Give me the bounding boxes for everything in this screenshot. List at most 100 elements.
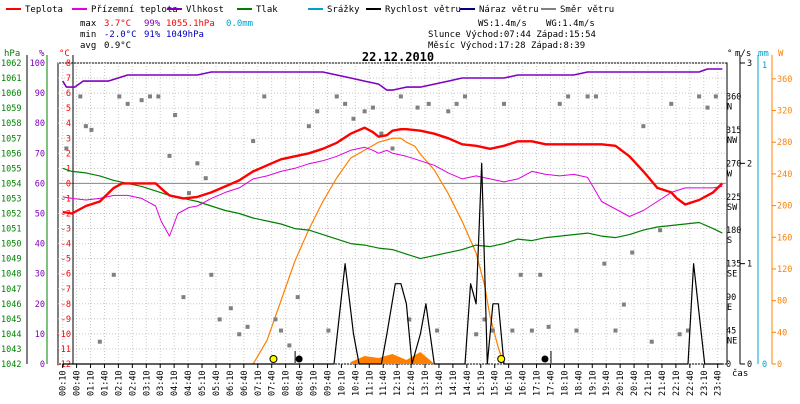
x-tick: 17:40 xyxy=(546,370,556,396)
wind-direction-point xyxy=(390,146,395,151)
stat-ws: WS:1.4m/s xyxy=(478,19,527,29)
legend-label: Rychlost větru xyxy=(385,5,461,15)
direction-tick: 90 xyxy=(726,293,736,303)
stat-sun: Slunce Východ:07:44 Západ:15:54 xyxy=(428,30,596,40)
humidity-tick: 60 xyxy=(35,179,45,189)
wind-direction-point xyxy=(713,94,718,99)
wind-direction-point xyxy=(685,328,690,333)
temperature-tick: 8 xyxy=(66,59,71,69)
rain-tick: 1 xyxy=(762,61,767,71)
wind-direction-point xyxy=(334,94,339,99)
humidity-tick: 90 xyxy=(35,89,45,99)
wind-direction-point xyxy=(705,105,710,110)
solar-tick: 0 xyxy=(777,360,782,370)
rain-tick: 0 xyxy=(762,360,767,370)
direction-tick-label: W xyxy=(727,169,733,179)
wind-direction-point xyxy=(502,101,506,106)
temperature-tick: -12 xyxy=(56,360,71,370)
direction-tick: 0 xyxy=(726,360,731,370)
stat-min-hum: 91% xyxy=(144,30,161,40)
wind-speed-tick: 0 xyxy=(747,360,752,370)
wind-direction-point xyxy=(677,332,682,337)
wind-direction-point xyxy=(181,295,186,300)
legend-item: Srážky xyxy=(308,5,360,15)
solar-tick: 160 xyxy=(777,233,792,243)
pressure-tick: 1045 xyxy=(1,315,21,325)
x-tick: 16:40 xyxy=(519,370,529,396)
wind-direction-point xyxy=(518,272,523,277)
humidity-tick: 40 xyxy=(35,240,45,250)
pressure-tick: 1046 xyxy=(1,300,21,310)
wind-direction-point xyxy=(83,124,88,129)
wind-direction-point xyxy=(415,105,420,110)
x-tick: 08:40 xyxy=(296,370,306,396)
solar-tick: 240 xyxy=(777,170,792,180)
pressure-tick: 1054 xyxy=(1,179,21,189)
temperature-tick: 0 xyxy=(66,179,71,189)
temperature-tick: 6 xyxy=(66,89,71,99)
pressure-tick: 1062 xyxy=(1,59,21,69)
gridlines xyxy=(58,62,727,365)
wind-direction-point xyxy=(398,94,403,99)
temperature-tick: -6 xyxy=(61,270,71,280)
x-tick: 02:40 xyxy=(128,370,138,396)
wind-direction-point xyxy=(315,109,320,114)
x-tick: 19:10 xyxy=(588,370,598,396)
x-tick: 03:40 xyxy=(156,370,166,396)
x-tick: 09:10 xyxy=(310,370,320,396)
wind-direction-point xyxy=(510,328,515,333)
direction-tick: 225 xyxy=(726,193,741,203)
x-tick: 14:40 xyxy=(463,370,473,396)
pressure-tick: 1051 xyxy=(1,225,21,235)
series-solar xyxy=(252,137,505,365)
wind-direction-point xyxy=(89,127,94,132)
wind-direction-point xyxy=(557,101,562,106)
x-tick: 21:40 xyxy=(658,370,668,396)
wind-direction-point xyxy=(426,101,431,106)
temperature-tick: 7 xyxy=(66,74,71,84)
x-tick: 10:40 xyxy=(351,370,361,396)
pressure-tick: 1061 xyxy=(1,74,21,84)
direction-tick-label: SE xyxy=(727,270,737,280)
x-tick: 06:10 xyxy=(226,370,236,396)
x-tick: 04:40 xyxy=(184,370,194,396)
wind-direction-point xyxy=(379,131,384,136)
temperature-tick: 2 xyxy=(66,149,71,159)
solar-tick: 280 xyxy=(777,138,792,148)
legend-label: Srážky xyxy=(327,5,360,15)
direction-tick-label: NE xyxy=(727,337,737,347)
x-tick: 01:10 xyxy=(87,370,97,396)
direction-tick-label: N xyxy=(727,102,732,112)
x-tick: 13:40 xyxy=(435,370,445,396)
pressure-tick: 1059 xyxy=(1,104,21,114)
wind-direction-point xyxy=(273,317,278,322)
x-axis-label: čas xyxy=(732,368,748,379)
axis-unit-deg: ° xyxy=(727,49,732,59)
wind-speed-tick: 3 xyxy=(747,59,752,69)
legend-item: Vlhkost xyxy=(167,5,224,15)
x-tick: 13:10 xyxy=(421,370,431,396)
chart-title: 22.12.2010 xyxy=(362,50,434,64)
x-tick: 23:10 xyxy=(700,370,710,396)
x-tick: 03:10 xyxy=(142,370,152,396)
wind-direction-point xyxy=(585,94,590,99)
x-tick: 08:10 xyxy=(282,370,292,396)
x-tick: 00:40 xyxy=(73,370,83,396)
x-tick: 14:10 xyxy=(449,370,459,396)
legend-label: Směr větru xyxy=(560,5,614,15)
wind-direction-point xyxy=(187,191,192,196)
humidity-tick: 50 xyxy=(35,210,45,220)
stat-max-hum: 99% xyxy=(144,19,161,29)
wind-speed-tick: 1 xyxy=(747,260,752,270)
x-tick: 00:10 xyxy=(59,370,69,396)
direction-tick-label: E xyxy=(727,303,732,313)
direction-tick: 45 xyxy=(726,327,736,337)
wind-direction-point xyxy=(362,109,367,114)
solar-tick: 120 xyxy=(777,265,792,275)
series-temperature xyxy=(62,126,724,215)
x-tick: 07:10 xyxy=(254,370,264,396)
pressure-tick: 1049 xyxy=(1,255,21,265)
temperature-tick: -8 xyxy=(61,300,71,310)
